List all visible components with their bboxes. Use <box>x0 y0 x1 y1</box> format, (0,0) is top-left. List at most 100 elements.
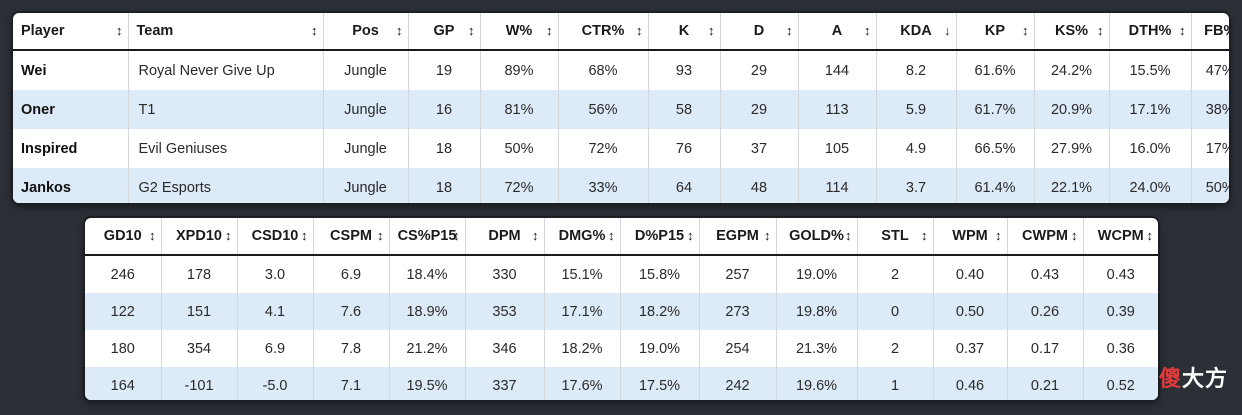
cell-pos: Jungle <box>323 90 409 129</box>
column-header-label: KDA <box>900 23 932 39</box>
column-header-cspm[interactable]: CSPM ↕ <box>313 218 390 256</box>
cell-k: 93 <box>648 50 721 90</box>
column-header-kp[interactable]: KP ↕ <box>956 13 1035 51</box>
sort-updown-icon[interactable]: ↕ <box>1097 23 1104 38</box>
cell-ctr-pct: 72% <box>558 129 649 168</box>
sort-updown-icon[interactable]: ↕ <box>764 228 771 243</box>
column-header-xpd10[interactable]: XPD10 ↕ <box>161 218 238 256</box>
cell-wcpm: 0.39 <box>1083 293 1158 330</box>
cell-kp: 61.6% <box>956 50 1035 90</box>
sort-updown-icon[interactable]: ↕ <box>377 228 384 243</box>
sort-updown-icon[interactable]: ↕ <box>453 228 460 243</box>
sort-updown-icon[interactable]: ↕ <box>845 228 852 243</box>
cell-fb-pct: 38% <box>1191 90 1229 129</box>
sort-updown-icon[interactable]: ↕ <box>921 228 928 243</box>
cell-ks-pct: 24.2% <box>1034 50 1110 90</box>
sort-updown-icon[interactable]: ↕ <box>468 23 475 38</box>
column-header-team[interactable]: Team ↕ <box>128 13 324 51</box>
cell-d-pctp15: 17.5% <box>620 367 700 400</box>
column-header-label: DTH% <box>1128 23 1172 39</box>
sort-updown-icon[interactable]: ↕ <box>636 23 643 38</box>
column-header-stl[interactable]: STL ↕ <box>857 218 934 256</box>
sort-updown-icon[interactable]: ↕ <box>396 23 403 38</box>
column-header-wcpm[interactable]: WCPM ↕ <box>1083 218 1158 256</box>
column-header-egpm[interactable]: EGPM ↕ <box>699 218 777 256</box>
column-header-dpm[interactable]: DPM ↕ <box>465 218 545 256</box>
player-stats-table: Player ↕ Team ↕ Pos ↕ GP ↕ W% ↕ CTR% ↕ K ↕ D ↕ A ↕ KDA ↓ KP ↕… <box>13 13 1229 203</box>
column-header-gp[interactable]: GP ↕ <box>408 13 481 51</box>
column-header-dmg-pct[interactable]: DMG% ↕ <box>544 218 621 256</box>
column-header-d-pctp15[interactable]: D%P15 ↕ <box>620 218 700 256</box>
column-header-gd10[interactable]: GD10 ↕ <box>85 218 162 256</box>
column-header-ctr-pct[interactable]: CTR% ↕ <box>558 13 649 51</box>
cell-ks-pct: 27.9% <box>1034 129 1110 168</box>
cell-csd10: 6.9 <box>237 330 314 367</box>
sort-updown-icon[interactable]: ↕ <box>608 228 615 243</box>
cell-team: Royal Never Give Up <box>128 50 324 90</box>
column-header-label: EGPM <box>716 228 759 244</box>
column-header-label: FB% <box>1204 23 1229 39</box>
sort-updown-icon[interactable]: ↕ <box>1022 23 1029 38</box>
cell-dpm: 330 <box>465 255 545 293</box>
column-header-dth-pct[interactable]: DTH% ↕ <box>1109 13 1192 51</box>
column-header-label: WCPM <box>1097 228 1144 244</box>
watermark-rest: 大方 <box>1181 366 1228 391</box>
sort-updown-icon[interactable]: ↕ <box>864 23 871 38</box>
sort-updown-icon[interactable]: ↕ <box>116 23 123 38</box>
cell-stl: 2 <box>857 330 934 367</box>
sort-updown-icon[interactable]: ↕ <box>149 228 156 243</box>
sort-updown-icon[interactable]: ↕ <box>532 228 539 243</box>
column-header-label: CSD10 <box>251 228 299 244</box>
cell-ctr-pct: 33% <box>558 168 649 203</box>
column-header-label: GD10 <box>103 228 142 244</box>
cell-stl: 2 <box>857 255 934 293</box>
column-header-label: D%P15 <box>634 228 685 244</box>
cell-player: Inspired <box>13 129 129 168</box>
column-header-kda[interactable]: KDA ↓ <box>876 13 957 51</box>
cell-fb-pct: 17% <box>1191 129 1229 168</box>
column-header-w-pct[interactable]: W% ↕ <box>480 13 559 51</box>
sort-updown-icon[interactable]: ↕ <box>546 23 553 38</box>
column-header-label: DPM <box>488 228 521 244</box>
column-header-cwpm[interactable]: CWPM ↕ <box>1007 218 1084 256</box>
sort-updown-icon[interactable]: ↕ <box>225 228 232 243</box>
sort-updown-icon[interactable]: ↕ <box>301 228 308 243</box>
cell-cs-pctp15: 21.2% <box>389 330 466 367</box>
cell-stl: 0 <box>857 293 934 330</box>
column-header-label: Player <box>21 23 65 39</box>
table-row: Wei Royal Never Give Up Jungle 19 89% 68% 93 29… <box>13 50 1229 90</box>
cell-pos: Jungle <box>323 168 409 203</box>
column-header-k[interactable]: K ↕ <box>648 13 721 51</box>
sort-updown-icon[interactable]: ↕ <box>1071 228 1078 243</box>
sort-updown-icon[interactable]: ↕ <box>1179 23 1186 38</box>
column-header-ks-pct[interactable]: KS% ↕ <box>1034 13 1110 51</box>
cell-a: 144 <box>798 50 877 90</box>
sort-updown-icon[interactable]: ↕ <box>311 23 318 38</box>
sort-updown-icon[interactable]: ↕ <box>786 23 793 38</box>
sort-down-icon[interactable]: ↓ <box>944 23 951 38</box>
column-header-player[interactable]: Player ↕ <box>13 13 129 51</box>
sort-updown-icon[interactable]: ↕ <box>1146 228 1154 243</box>
column-header-gold-pct[interactable]: GOLD% ↕ <box>776 218 858 256</box>
cell-egpm: 257 <box>699 255 777 293</box>
column-header-label: GOLD% <box>789 228 844 244</box>
column-header-fb-pct[interactable]: FB%↕ <box>1191 13 1229 51</box>
cell-cspm: 6.9 <box>313 255 390 293</box>
cell-dmg-pct: 15.1% <box>544 255 621 293</box>
cell-wcpm: 0.36 <box>1083 330 1158 367</box>
cell-a: 113 <box>798 90 877 129</box>
sort-updown-icon[interactable]: ↕ <box>708 23 715 38</box>
column-header-wpm[interactable]: WPM ↕ <box>933 218 1008 256</box>
sort-updown-icon[interactable]: ↕ <box>687 228 694 243</box>
column-header-a[interactable]: A ↕ <box>798 13 877 51</box>
column-header-csd10[interactable]: CSD10 ↕ <box>237 218 314 256</box>
cell-kp: 61.4% <box>956 168 1035 203</box>
sort-updown-icon[interactable]: ↕ <box>995 228 1002 243</box>
column-header-d[interactable]: D ↕ <box>720 13 799 51</box>
watermark-logo: 傻大方 <box>1159 361 1228 393</box>
cell-player: Jankos <box>13 168 129 203</box>
cell-d-pctp15: 19.0% <box>620 330 700 367</box>
column-header-pos[interactable]: Pos ↕ <box>323 13 409 51</box>
column-header-label: CWPM <box>1022 228 1068 244</box>
column-header-cs-pctp15[interactable]: CS%P15 ↕ <box>389 218 466 256</box>
